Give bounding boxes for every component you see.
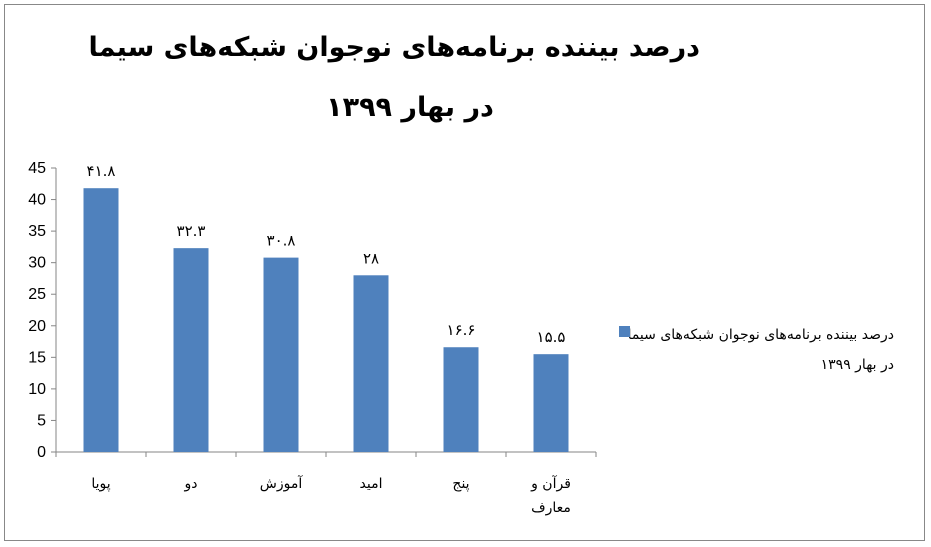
y-tick-label: 40 [28,192,46,209]
chart-title-line1: درصد بیننده برنامه‌های نوجوان شبکه‌های س… [88,32,700,63]
legend: درصد بیننده برنامه‌های نوجوان شبکه‌های س… [612,320,912,380]
data-label: ۲۸ [363,249,379,267]
data-label: ۳۲.۳ [177,222,206,240]
data-label: ۳۰.۸ [267,232,296,250]
y-tick-label: 45 [28,160,46,177]
x-tick-label: پویا [91,476,111,492]
bar [353,275,389,452]
chart-title-line2: در بهار ۱۳۹۹ [326,92,494,123]
data-label: ۱۶.۶ [447,321,476,339]
data-label: ۱۵.۵ [537,328,566,346]
y-tick-label: 35 [28,223,46,240]
y-tick-label: 5 [37,412,46,429]
y-tick-label: 20 [28,318,46,335]
data-label: ۴۱.۸ [87,162,116,180]
y-tick-label: 30 [28,255,46,272]
y-tick-label: 10 [28,381,46,398]
x-tick-label: امید [359,476,383,492]
x-tick-label: پنج [452,476,470,492]
y-tick-label: 15 [28,349,46,366]
bar [443,347,479,452]
bar [263,257,299,452]
bar [533,354,569,452]
y-tick-label: 25 [28,286,46,303]
legend-swatch [619,326,630,337]
x-tick-label: آموزش [259,476,303,492]
y-tick-label: 0 [37,444,46,461]
x-tick-label: دو [184,476,198,492]
bar [83,188,119,452]
legend-label: درصد بیننده برنامه‌های نوجوان شبکه‌های س… [627,327,894,373]
x-tick-label: قرآن و معارف [531,476,571,516]
bar [173,248,209,452]
